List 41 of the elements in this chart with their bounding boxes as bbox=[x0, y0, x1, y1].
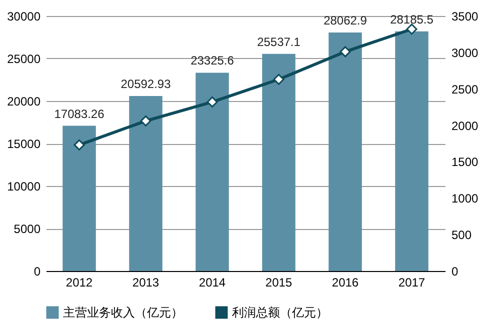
point bbox=[140, 115, 152, 126]
point bbox=[74, 139, 85, 150]
legend-label: 主营业务收入（亿元） bbox=[63, 306, 183, 320]
x-tick-label: 2012 bbox=[66, 276, 93, 290]
bar bbox=[262, 54, 296, 271]
data-label: 17083.26 bbox=[54, 106, 105, 121]
x-tick-label: 2016 bbox=[332, 276, 359, 290]
point bbox=[406, 24, 418, 35]
bar bbox=[196, 72, 229, 271]
bar bbox=[395, 31, 428, 271]
data-label: 28062.9 bbox=[324, 13, 368, 28]
y-tick-label: 30000 bbox=[7, 10, 41, 24]
legend-label: 利润总额（亿元） bbox=[232, 306, 328, 320]
y2-tick-label: 3500 bbox=[452, 10, 479, 24]
data-label: 28185.5 bbox=[390, 12, 434, 26]
bar bbox=[328, 32, 362, 271]
bar bbox=[62, 126, 96, 271]
bar bbox=[129, 96, 162, 271]
point bbox=[206, 96, 218, 108]
y-tick-label: 0 bbox=[34, 264, 41, 278]
y2-tick-label: 1000 bbox=[452, 192, 479, 206]
data-label: 25537.1 bbox=[257, 34, 301, 49]
y-tick-label: 15000 bbox=[7, 137, 41, 151]
data-label: 20592.93 bbox=[120, 76, 172, 91]
point bbox=[340, 46, 351, 58]
y-tick-label: 10000 bbox=[7, 180, 41, 194]
x-tick-label: 2015 bbox=[265, 276, 292, 290]
y-tick-label: 5000 bbox=[14, 222, 41, 236]
y2-tick-label: 2000 bbox=[452, 118, 479, 133]
x-tick-label: 2013 bbox=[132, 276, 160, 290]
y-tick-label: 20000 bbox=[7, 94, 41, 108]
y-tick-label: 25000 bbox=[7, 52, 41, 66]
y2-tick-label: 2500 bbox=[452, 82, 479, 96]
x-tick-label: 2014 bbox=[198, 276, 226, 290]
y2-tick-label: 1500 bbox=[452, 155, 479, 170]
y2-tick-label: 3000 bbox=[452, 46, 479, 60]
y2-tick-label: 0 bbox=[452, 264, 458, 278]
y2-tick-label: 500 bbox=[452, 228, 472, 242]
x-tick-label: 2017 bbox=[398, 276, 426, 290]
point bbox=[273, 74, 284, 85]
data-label: 23325.6 bbox=[190, 54, 234, 68]
